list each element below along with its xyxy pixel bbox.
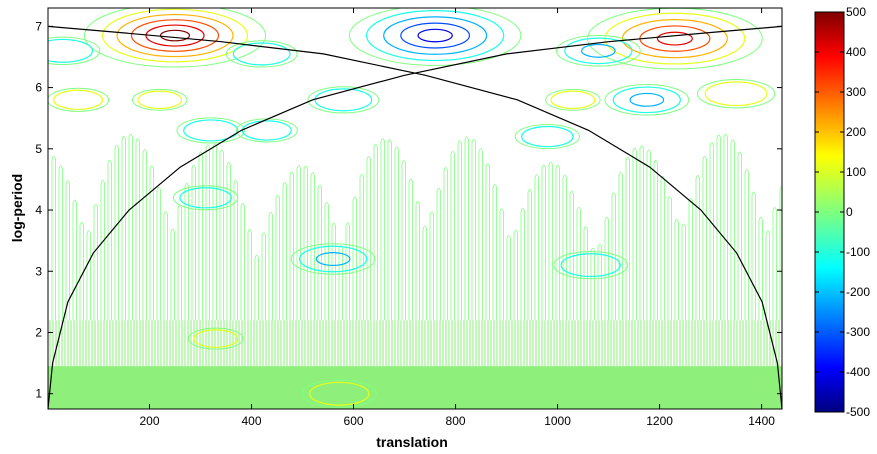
colorbar-tick-label: 0 — [846, 205, 853, 219]
x-tick-label: 1000 — [544, 414, 571, 428]
contour-zero-line — [48, 87, 110, 112]
contour-level-line — [629, 92, 665, 107]
y-tick-label: 1 — [35, 387, 42, 401]
y-tick-label: 7 — [35, 19, 42, 33]
colorbar-tick-label: 500 — [846, 5, 866, 19]
contour-zero-line — [301, 379, 377, 408]
colorbar-tick-label: -300 — [846, 325, 870, 339]
contour-level-line — [656, 31, 693, 46]
contour-level-line — [309, 381, 370, 406]
y-tick-label: 2 — [35, 325, 42, 339]
contour-zero-line — [131, 88, 188, 111]
contour-level-line — [232, 42, 291, 66]
y-tick-label: 3 — [35, 264, 42, 278]
contour-level-line — [704, 81, 768, 107]
y-axis-label: log-period — [9, 174, 25, 242]
contour-level-line — [179, 187, 232, 209]
contour-zero-line — [555, 35, 641, 67]
cone-of-influence — [48, 25, 782, 409]
x-tick-label: 600 — [344, 414, 364, 428]
contour-level-line — [550, 90, 596, 110]
plot-frame — [47, 7, 783, 410]
contour-zero-line — [545, 88, 601, 111]
contour-level-line — [400, 22, 471, 49]
contour-zero-line — [225, 40, 298, 68]
contour-level-line — [183, 119, 239, 142]
colorbar-tick-label: -400 — [846, 365, 870, 379]
contour-zero-line — [696, 78, 776, 109]
cone-of-influence-right — [48, 25, 782, 409]
y-tick-label: 5 — [35, 142, 42, 156]
contour-lines — [48, 8, 776, 408]
contour-level-line — [299, 245, 368, 273]
contour-zero-line — [348, 8, 522, 66]
contour-level-line — [314, 88, 373, 112]
fine-scale-fill — [48, 366, 782, 409]
contour-level-line — [560, 253, 621, 278]
colorbar-tick-label: 100 — [846, 165, 866, 179]
contour-level-line — [365, 10, 505, 62]
contour-zero-line — [83, 8, 267, 68]
contour-level-line — [159, 29, 191, 42]
contour-zero-line — [172, 185, 239, 211]
contour-level-line — [48, 38, 93, 63]
x-tick-label: 400 — [242, 414, 262, 428]
contour-level-line — [581, 43, 616, 58]
colorbar-tick-label: -100 — [846, 245, 870, 259]
x-tick-label: 1400 — [748, 414, 775, 428]
contour-zero-line — [553, 250, 629, 280]
cone-of-influence-left — [48, 25, 782, 409]
colorbar-tick-label: 200 — [846, 125, 866, 139]
contour-level-line — [193, 329, 239, 348]
y-tick-label: 6 — [35, 81, 42, 95]
contour-zero-line — [188, 327, 244, 350]
colorbar-ticks: 500 400 300 200 100 0 -100 -200 -300 -400 -500 — [815, 5, 870, 419]
contour-level-line — [137, 90, 183, 110]
contour-level-line — [383, 16, 488, 55]
contour-level-line — [101, 8, 249, 63]
colorbar-tick-label: 400 — [846, 45, 866, 59]
contour-level-line — [612, 86, 681, 114]
contour-level-line — [315, 252, 351, 266]
contour-level-line — [417, 28, 453, 43]
colorbar-tick-label: -200 — [846, 285, 870, 299]
fine-contour-band — [48, 133, 782, 409]
x-tick-label: 800 — [446, 414, 466, 428]
contour-zero-line — [307, 86, 380, 114]
contour-zero-line — [604, 84, 690, 116]
mid-scale-contours — [51, 133, 782, 321]
x-axis-label: translation — [376, 434, 448, 450]
contour-zero-line — [290, 243, 376, 275]
contour-level-line — [145, 24, 205, 47]
contour-level-line — [521, 125, 574, 148]
contour-zero-line — [514, 124, 580, 150]
y-tick-label: 4 — [35, 203, 42, 217]
contour-zero-line — [48, 36, 101, 66]
x-axis-ticks: 200 400 600 800 1000 1200 1400 — [139, 8, 775, 428]
colorbar-tick-label: 300 — [846, 85, 866, 99]
contour-zero-line — [176, 117, 245, 144]
contour-level-line — [116, 13, 234, 58]
y-axis-ticks: 1 2 3 4 5 6 7 — [35, 19, 782, 401]
x-tick-label: 1200 — [646, 414, 673, 428]
contour-level-line — [564, 37, 633, 65]
colorbar-tick-label: -500 — [846, 405, 870, 419]
fine-scale-hatch — [49, 320, 780, 367]
contour-level-line — [53, 89, 104, 111]
colorbar — [814, 11, 845, 413]
contour-level-line — [130, 19, 220, 52]
x-tick-label: 200 — [139, 414, 159, 428]
